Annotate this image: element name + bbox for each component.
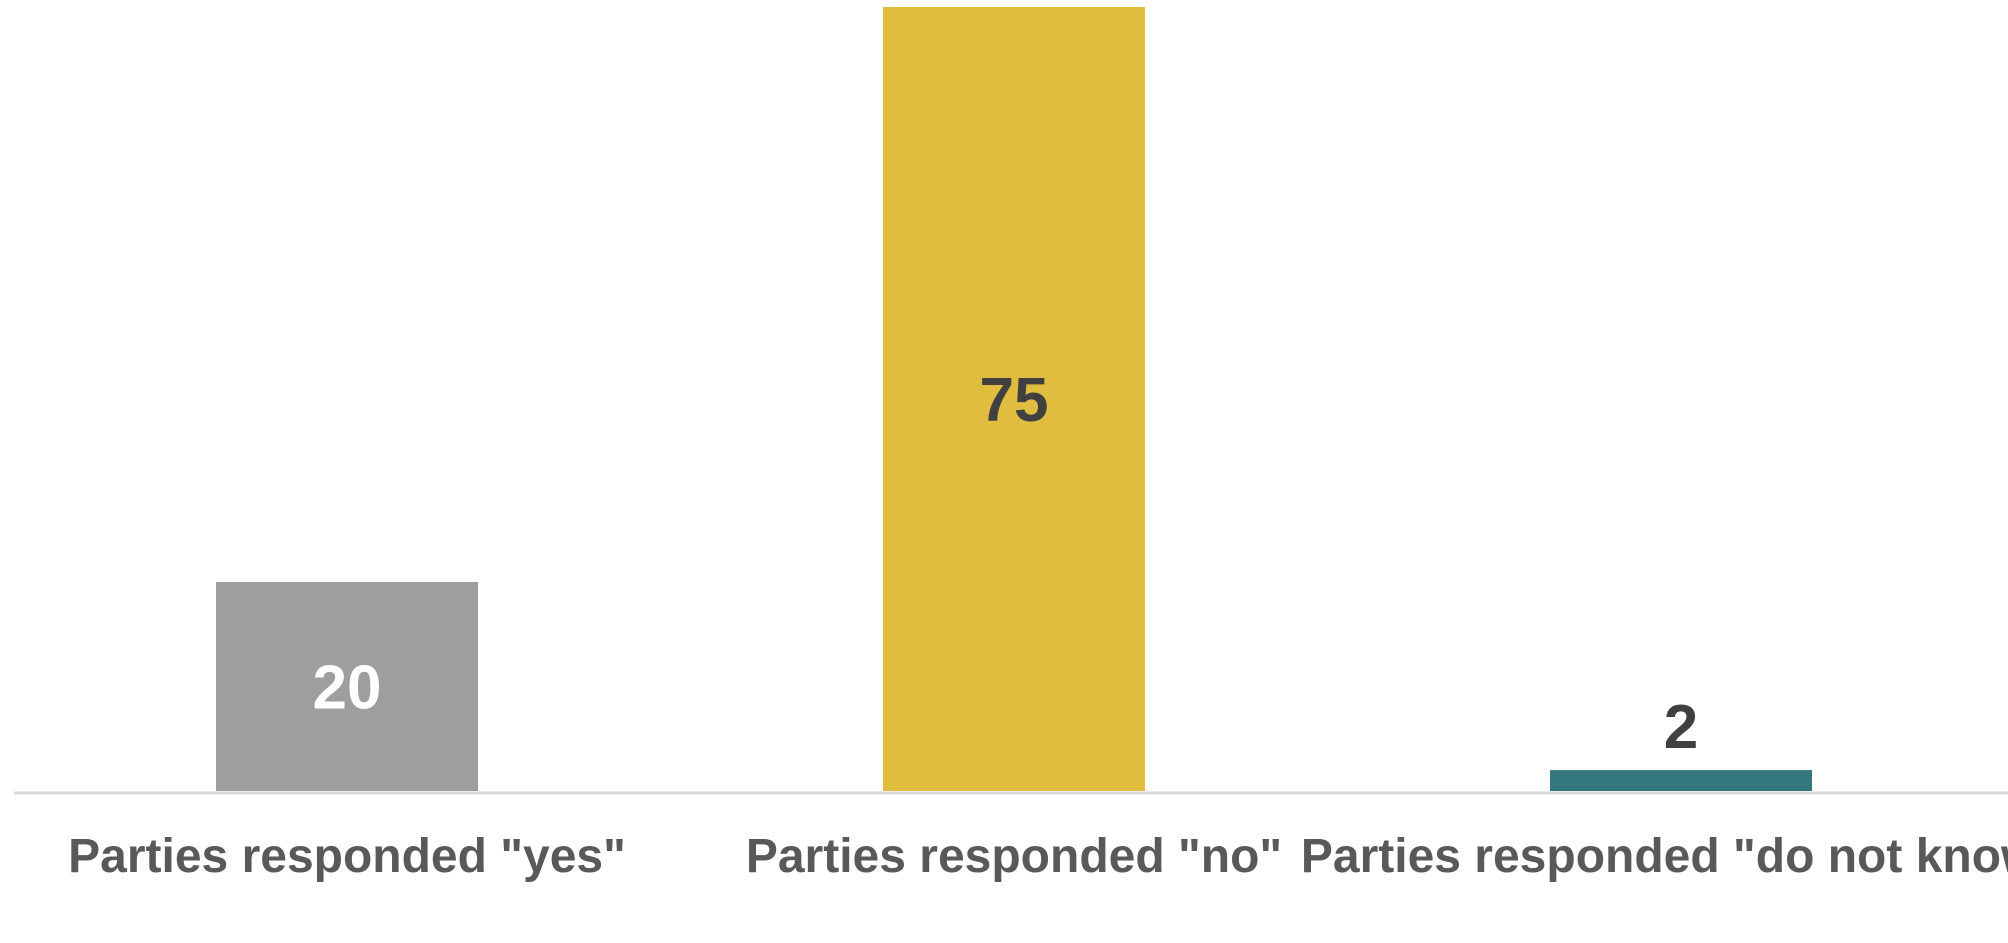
data-label-1: 20 xyxy=(313,653,382,722)
category-label-line: Parties responded "no" xyxy=(746,830,1282,883)
category-label-1: Parties responded "yes" xyxy=(68,830,626,883)
bar-3 xyxy=(1550,770,1812,791)
category-label-line: Parties responded "do not know" xyxy=(1301,830,2008,883)
bar-2 xyxy=(883,7,1145,791)
category-label-2: Parties responded "no" xyxy=(746,830,1282,883)
data-label-3: 2 xyxy=(1664,693,1698,762)
category-label-3: Parties responded "do not know" xyxy=(1301,830,2008,883)
data-label-2: 75 xyxy=(980,366,1049,435)
labels-layer: 20 75 2 Parties responded "yes" Parties resp… xyxy=(68,366,2008,883)
category-label-line: Parties responded "yes" xyxy=(68,830,626,883)
bars-layer xyxy=(216,7,1812,791)
bar-1 xyxy=(216,581,478,791)
